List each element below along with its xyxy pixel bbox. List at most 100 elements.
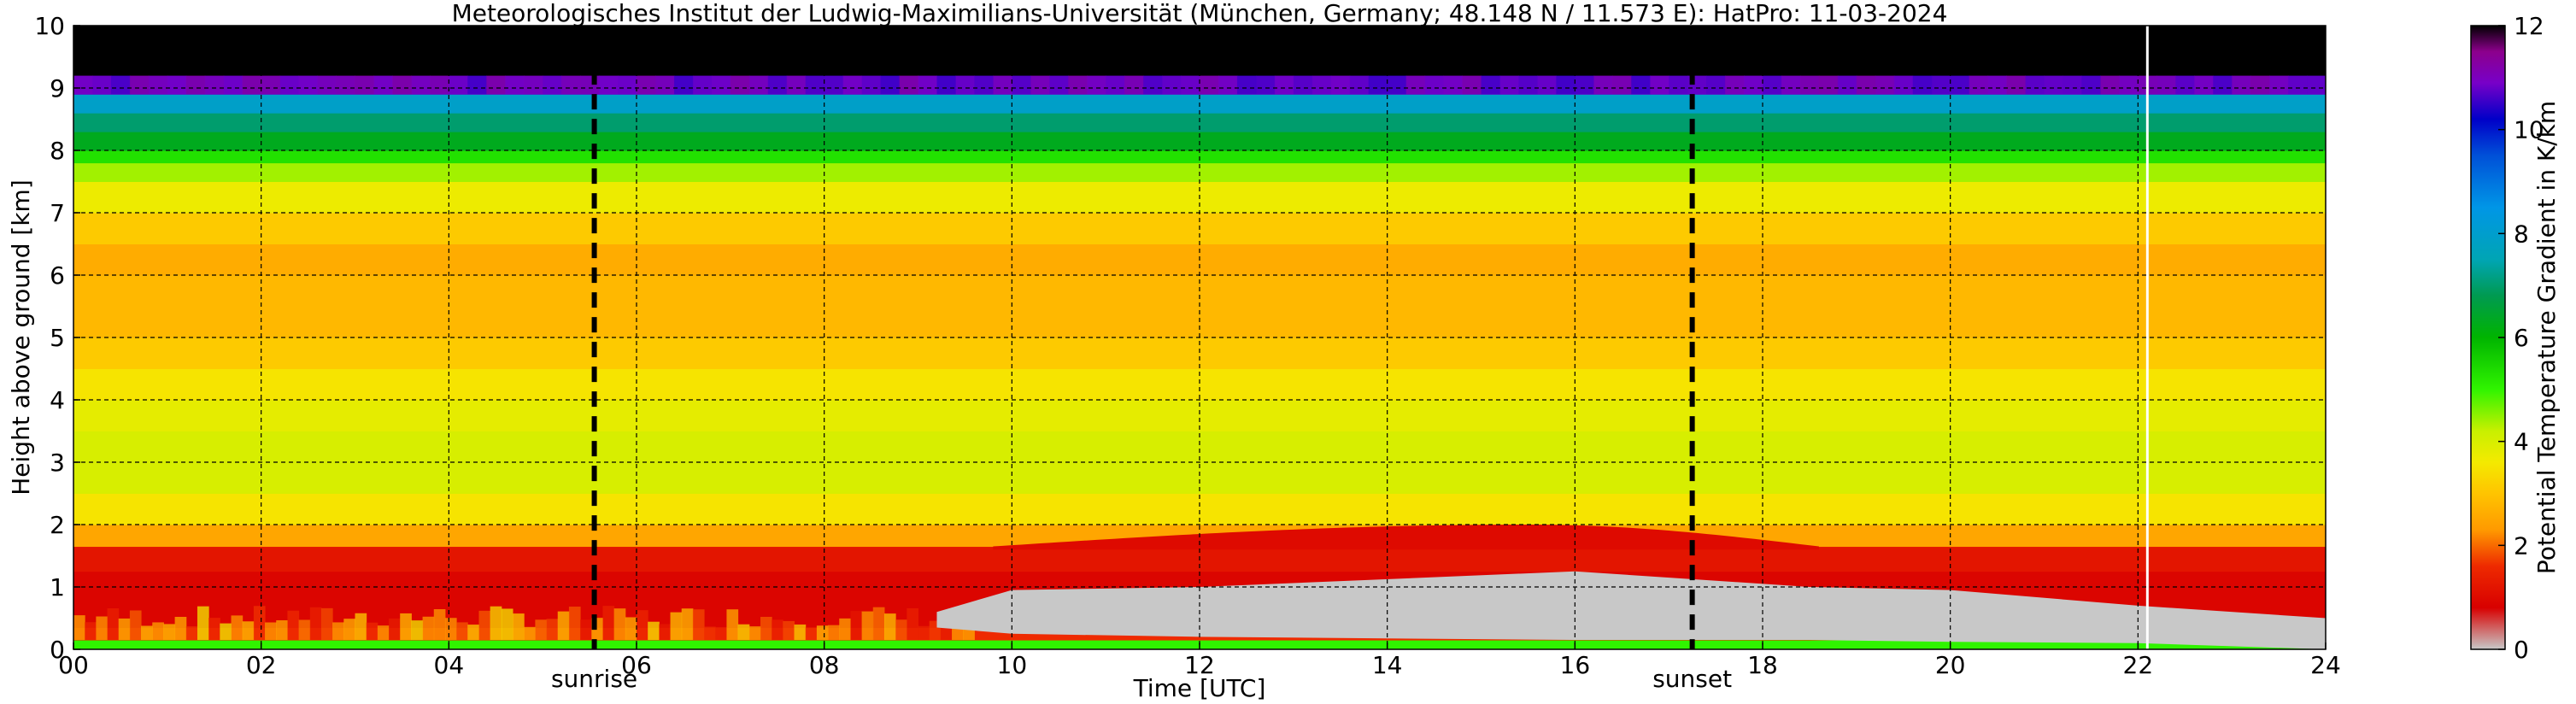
variation-cell [2175, 75, 2195, 95]
variation-cell [524, 626, 536, 641]
variation-cell [692, 609, 705, 641]
variation-cell [1875, 75, 1895, 95]
y-axis-ticks: 0 1 2 3 4 5 6 7 8 9 10 [34, 12, 80, 664]
y-tick-label: 4 [50, 386, 65, 414]
variation-cell [883, 613, 896, 641]
neutral-layer-area [936, 571, 2326, 649]
variation-cell [737, 624, 750, 641]
variation-cell [1443, 75, 1464, 95]
variation-cell [167, 75, 187, 95]
variation-cell [91, 75, 112, 95]
variation-cell [141, 625, 153, 641]
variation-cell [355, 613, 367, 641]
variation-cell [726, 609, 739, 641]
x-tick-label: 16 [1560, 651, 1591, 679]
variation-cell [861, 611, 874, 641]
variation-cell [1387, 75, 1407, 95]
sunrise-label: sunrise [551, 665, 637, 693]
colorbar-tick-label: 10 [2514, 116, 2544, 144]
variation-cell [253, 606, 266, 641]
variation-cell [2063, 75, 2082, 95]
variation-cell [805, 75, 825, 95]
variation-cell [242, 621, 255, 641]
variation-cell [1893, 75, 1914, 95]
variation-cell [748, 75, 769, 95]
x-tick-label: 24 [2310, 651, 2341, 679]
variation-cell [816, 625, 829, 641]
x-tick-label: 02 [246, 651, 277, 679]
variation-cell [1818, 75, 1839, 95]
variation-cell [1218, 75, 1238, 95]
variation-cell [444, 618, 457, 641]
variation-cell [535, 619, 548, 641]
y-tick-label: 10 [34, 12, 65, 40]
variation-cell [478, 610, 491, 641]
x-tick-label: 10 [997, 651, 1028, 679]
variation-cell [681, 608, 694, 641]
variation-cell [2288, 75, 2308, 95]
variation-cell [1781, 75, 1801, 95]
variation-cell [872, 607, 885, 641]
variation-cell [1481, 75, 1500, 95]
variation-cell [783, 620, 795, 641]
variation-cell [580, 619, 592, 641]
variation-cell [824, 75, 844, 95]
variation-cell [2044, 75, 2063, 95]
x-tick-label: 20 [1935, 651, 1966, 679]
variation-cell [1143, 75, 1163, 95]
variation-cell [208, 618, 220, 641]
variation-cell [955, 75, 975, 95]
variation-cell [1274, 75, 1294, 95]
variation-cell [373, 75, 393, 95]
variation-cell [1012, 75, 1031, 95]
variation-cell [73, 615, 85, 641]
x-tick-label: 08 [809, 651, 840, 679]
variation-cell [730, 75, 750, 95]
variation-cell [546, 619, 559, 641]
colorbar-tick-label: 2 [2514, 531, 2529, 560]
variation-cell [899, 75, 918, 95]
variation-cell [2307, 75, 2326, 95]
variation-cell [786, 75, 807, 95]
variation-cell [1405, 75, 1426, 95]
variation-cell [152, 622, 164, 641]
variation-cell [1162, 75, 1182, 95]
variation-cell [2213, 75, 2233, 95]
variation-cell [490, 606, 502, 641]
variation-cell [1424, 75, 1445, 95]
variation-cell [220, 623, 232, 641]
variation-cell [1236, 75, 1257, 95]
variation-cell [411, 620, 424, 641]
variation-cell [204, 75, 225, 95]
variation-cell [760, 616, 772, 641]
variation-cell [1856, 75, 1876, 95]
chart-title: Meteorologisches Institut der Ludwig-Max… [452, 0, 1948, 27]
variation-cell [1068, 75, 1088, 95]
x-axis-ticks: 00 02 04 06 08 10 12 14 16 18 20 22 24 [58, 642, 2341, 679]
variation-cell [1799, 75, 1820, 95]
sunset-label: sunset [1652, 665, 1732, 693]
variation-cell [197, 606, 209, 641]
variation-cell [1200, 75, 1219, 95]
variation-cell [96, 616, 109, 641]
y-tick-label: 8 [50, 137, 65, 165]
variation-cell [839, 618, 851, 641]
y-tick-label: 0 [50, 636, 65, 664]
variation-cell [794, 624, 807, 641]
y-tick-label: 3 [50, 449, 65, 477]
variation-cell [1837, 75, 1857, 95]
y-tick-label: 5 [50, 324, 65, 352]
variation-cell [1950, 75, 1970, 95]
variation-cell [185, 626, 198, 641]
variation-cell [2269, 75, 2289, 95]
variation-cell [110, 75, 131, 95]
variation-cell [599, 75, 619, 95]
variation-cell [1593, 75, 1613, 95]
variation-cell [557, 611, 570, 641]
colorbar-tick-label: 6 [2514, 324, 2529, 352]
variation-cell [602, 606, 615, 641]
variation-cell [561, 75, 581, 95]
variation-cell [467, 625, 479, 641]
variation-cell [1255, 75, 1276, 95]
